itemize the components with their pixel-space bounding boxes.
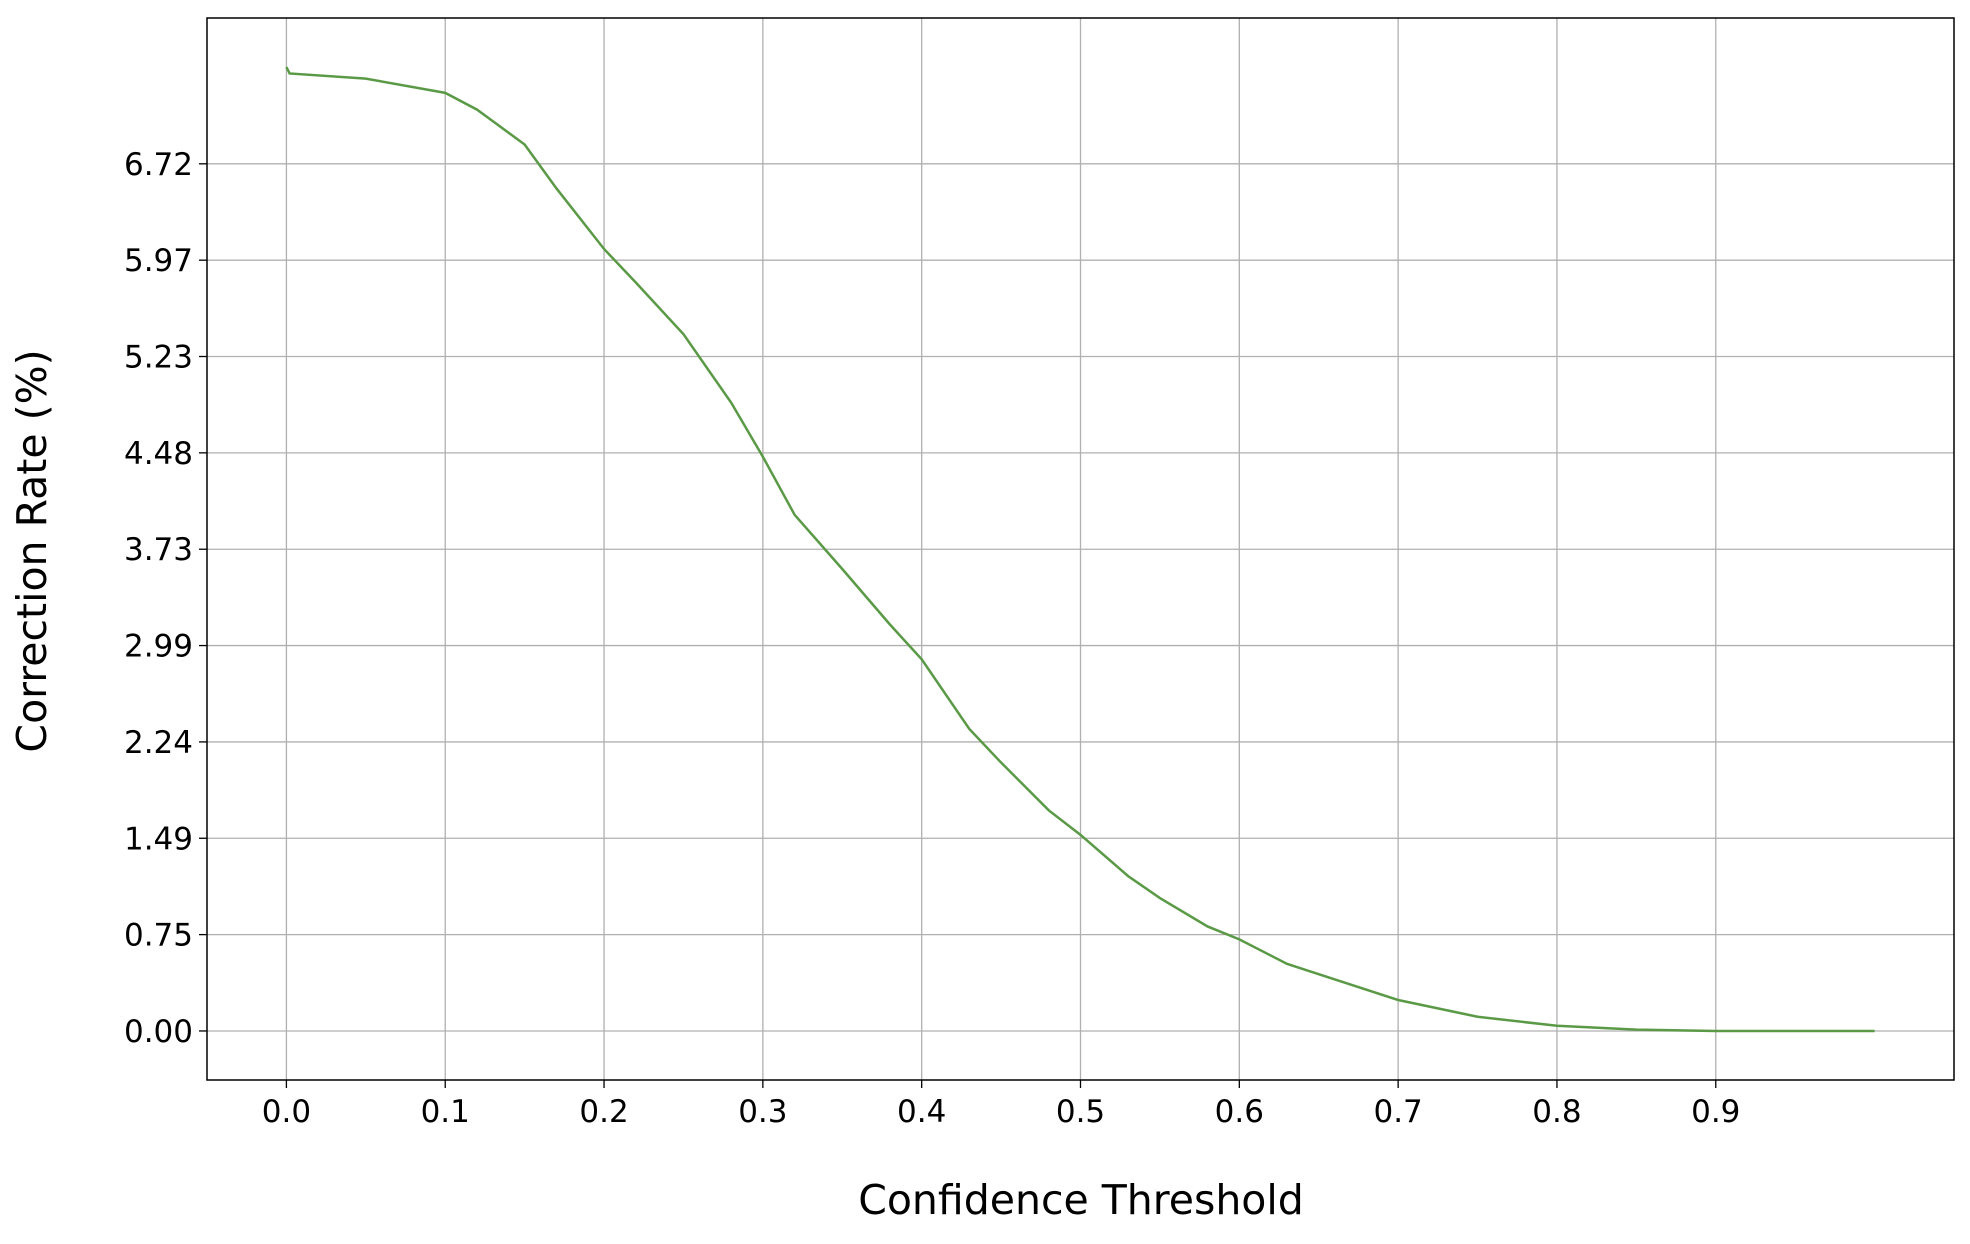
x-axis-label: Confidence Threshold (858, 1176, 1304, 1224)
plot-frame (206, 17, 1955, 1081)
x-tick-label: 0.1 (421, 1094, 470, 1130)
y-tick-label: 0.75 (124, 918, 193, 954)
x-tick-label: 0.0 (262, 1094, 311, 1130)
x-tick-label: 0.4 (897, 1094, 946, 1130)
x-tick-label: 0.3 (738, 1094, 787, 1130)
x-tick-label: 0.9 (1691, 1094, 1740, 1130)
y-axis-label: Correction Rate (%) (8, 349, 56, 752)
y-tick-label: 5.97 (124, 243, 193, 279)
y-tick-label: 2.24 (124, 725, 193, 761)
y-tick-label: 1.49 (124, 821, 193, 857)
x-tick-label: 0.5 (1056, 1094, 1105, 1130)
y-tick-label: 5.23 (124, 340, 193, 376)
x-tick-label: 0.6 (1215, 1094, 1264, 1130)
x-tick-label: 0.7 (1373, 1094, 1422, 1130)
y-tick-label: 0.00 (124, 1014, 193, 1050)
y-tick-label: 3.73 (124, 532, 193, 568)
y-tick-label: 4.48 (124, 436, 193, 472)
data-line (285, 66, 1875, 1033)
x-tick-label: 0.8 (1532, 1094, 1581, 1130)
x-tick-label: 0.2 (579, 1094, 628, 1130)
y-tick-label: 6.72 (124, 147, 193, 183)
y-tick-label: 2.99 (124, 629, 193, 665)
